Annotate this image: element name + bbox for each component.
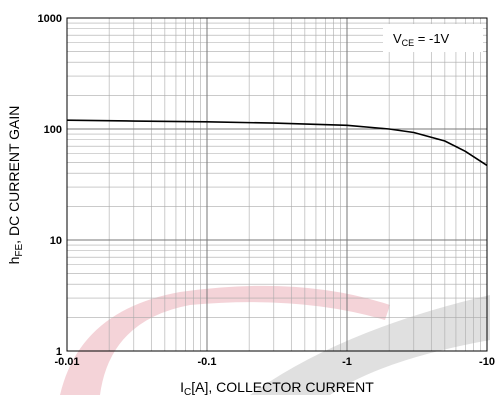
y-label-text: , DC CURRENT GAIN xyxy=(6,106,22,244)
annotation: VCE = -1V xyxy=(393,31,450,48)
plot-frame xyxy=(66,17,488,352)
watermark xyxy=(60,285,390,395)
series-line xyxy=(66,119,488,167)
y-tick-label: 100 xyxy=(44,124,62,136)
annotation-text: = -1V xyxy=(414,31,449,46)
watermark xyxy=(250,295,490,395)
x-tick-label: -0.01 xyxy=(54,356,79,368)
y-label-sub: FE xyxy=(14,243,25,256)
annotation-text: V xyxy=(393,31,402,46)
y-tick-label: 1000 xyxy=(38,13,62,25)
y-tick-label: 1 xyxy=(56,346,62,358)
x-tick-label: -10 xyxy=(479,356,495,368)
y-axis-label: hFE, DC CURRENT GAIN xyxy=(6,106,25,265)
annotation-box xyxy=(383,24,483,52)
x-tick-label: -1 xyxy=(342,356,352,368)
x-label-sub: C xyxy=(184,387,191,398)
x-tick-label: -0.1 xyxy=(198,356,217,368)
y-label-text: h xyxy=(6,257,22,265)
grid xyxy=(66,17,488,352)
annotation-sub: CE xyxy=(402,38,415,48)
x-axis-label: IC[A], COLLECTOR CURRENT xyxy=(180,379,374,398)
plot: -0.01 -0.1 -1 -10 1 10 100 1000 xyxy=(38,13,495,368)
y-tick-label: 10 xyxy=(50,235,62,247)
x-label-text: I xyxy=(180,379,184,395)
x-label-text: [A], COLLECTOR CURRENT xyxy=(191,379,374,395)
